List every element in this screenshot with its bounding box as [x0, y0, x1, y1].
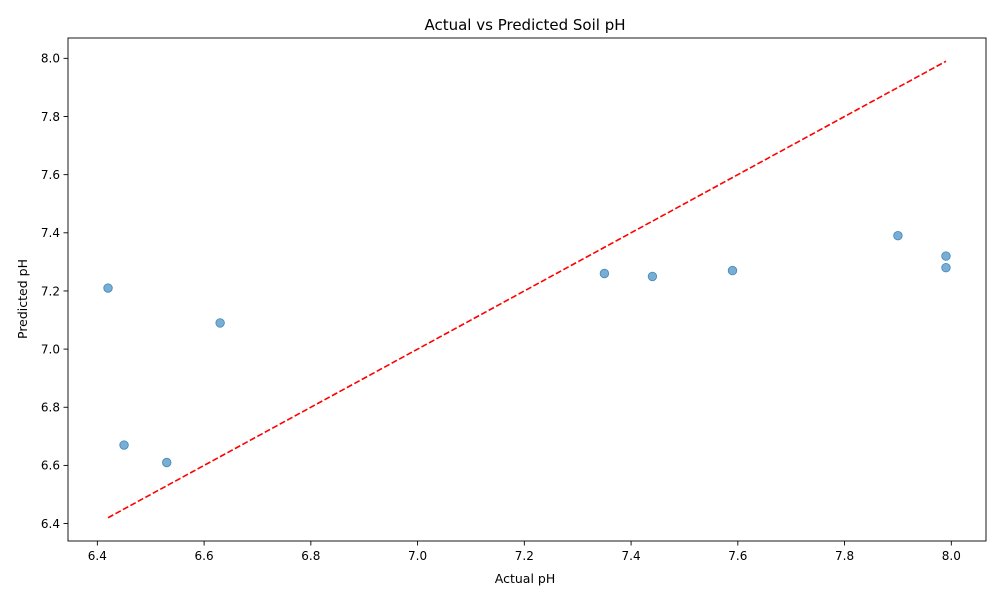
x-tick-label: 6.6 — [195, 549, 214, 563]
y-tick-label: 7.0 — [41, 342, 60, 356]
x-tick-label: 7.4 — [622, 549, 641, 563]
chart-title: Actual vs Predicted Soil pH — [424, 16, 625, 34]
y-tick-label: 7.2 — [41, 284, 60, 298]
y-tick-label: 6.4 — [41, 517, 60, 531]
x-tick-label: 7.6 — [728, 549, 747, 563]
x-tick-label: 6.4 — [88, 549, 107, 563]
y-tick-label: 6.8 — [41, 401, 60, 415]
y-tick-label: 7.4 — [41, 226, 60, 240]
y-tick-label: 7.8 — [41, 110, 60, 124]
y-tick-label: 6.6 — [41, 459, 60, 473]
data-point-4 — [215, 318, 225, 328]
x-tick-label: 8.0 — [942, 549, 961, 563]
axes-frame — [67, 37, 987, 542]
plot-area: 6.4 6.6 6.8 7.0 7.2 7.4 7.6 7.8 8.0 6.4 6.6 6.8 7.0 7… — [41, 37, 987, 563]
data-point-6 — [647, 271, 658, 282]
data-point-9 — [941, 251, 951, 261]
data-point-10 — [941, 262, 951, 273]
data-point-8 — [893, 231, 903, 241]
y-tick-label: 8.0 — [41, 52, 60, 66]
x-tick-label: 7.8 — [835, 549, 854, 563]
y-axis-label: Predicted pH — [15, 259, 30, 339]
x-tick-label: 6.8 — [301, 549, 320, 563]
data-point-1 — [103, 283, 113, 293]
data-point-3 — [162, 457, 172, 468]
reference-line — [107, 60, 947, 519]
y-tick-label: 7.6 — [41, 168, 60, 182]
data-point-5 — [599, 268, 610, 279]
x-tick-label: 7.0 — [408, 549, 427, 563]
data-point-7 — [727, 265, 738, 276]
data-point-2 — [119, 440, 129, 450]
x-axis-label: Actual pH — [495, 571, 555, 586]
x-tick-label: 7.2 — [515, 549, 534, 563]
